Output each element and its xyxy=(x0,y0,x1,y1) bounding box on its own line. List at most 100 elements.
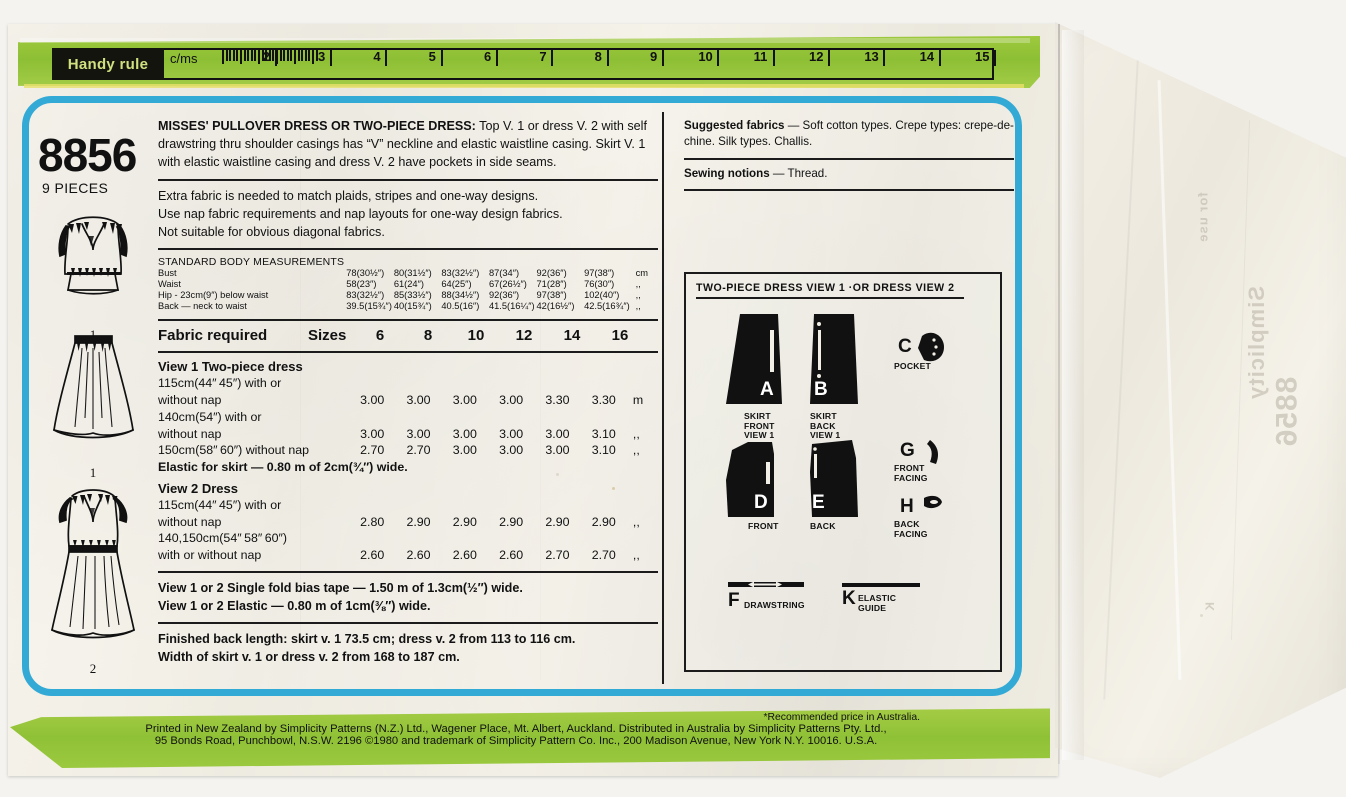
rule-number: 12 xyxy=(809,49,824,64)
illustration-caption: 1 xyxy=(89,327,97,342)
fabric-amount: 2.90 xyxy=(499,514,524,529)
piece-label-c: POCKET xyxy=(894,361,932,371)
notion-line: View 1 or 2 Single fold bias tape — 1.50… xyxy=(158,580,523,595)
piece-letter-c: C xyxy=(898,336,912,357)
rule-minor-tick xyxy=(254,50,257,61)
rule-major-tick xyxy=(994,50,996,66)
piece-shape-e xyxy=(810,440,858,517)
pattern-pieces-title: TWO-PIECE DRESS VIEW 1 ·OR DRESS VIEW 2 xyxy=(696,282,955,294)
description-headline: MISSES' PULLOVER DRESS OR TWO-PIECE DRES… xyxy=(158,119,476,133)
suggested-fabrics-label: Suggested fabrics xyxy=(684,119,785,132)
fabric-amount: 2.60 xyxy=(499,548,524,563)
piece-label-a: SKIRT FRONT VIEW 1 xyxy=(744,411,775,441)
divider xyxy=(158,248,658,251)
rule-major-tick xyxy=(330,50,332,66)
rule-minor-tick xyxy=(304,50,307,61)
fabric-amount: 3.10 xyxy=(591,443,616,458)
rule-minor-tick xyxy=(258,50,260,64)
piece-label-g: FRONT FACING xyxy=(894,463,928,483)
fabric-amount: 2.70 xyxy=(360,443,385,458)
illustration-caption: 1 xyxy=(89,465,97,480)
rule-major-tick xyxy=(717,50,720,66)
measurement-value: 97(38″) xyxy=(584,268,615,279)
fabric-amount: 3.00 xyxy=(360,426,385,441)
fabric-unit: ,, xyxy=(632,548,640,563)
fabric-amount: 3.00 xyxy=(545,443,570,458)
measurement-value: 42.5(16¾″) xyxy=(584,301,630,312)
fabric-amount: 3.00 xyxy=(499,426,524,441)
divider xyxy=(158,570,658,573)
rule-number: 3 xyxy=(318,49,326,64)
fabric-notes: Extra fabric is needed to match plaids, … xyxy=(158,187,658,242)
rule-major-tick xyxy=(385,50,388,66)
divider xyxy=(158,319,658,322)
fabric-amount: 3.00 xyxy=(406,426,431,441)
illustration-column: 8856 9 PIECES xyxy=(34,118,152,678)
fabric-width-label: 150cm(58″ 60″) without nap xyxy=(158,443,310,458)
piece-label-e: BACK xyxy=(810,521,836,531)
measurement-value: 40.5(16″) xyxy=(441,301,480,312)
fabric-width-label: with or without nap xyxy=(158,548,262,563)
rule-number: 15 xyxy=(975,49,990,64)
fabric-width-label: 140,150cm(54″ 58″ 60″) xyxy=(158,531,288,546)
piece-letter-k: K xyxy=(842,588,856,609)
rule-minor-tick xyxy=(247,50,250,61)
fabric-amount: 3.30 xyxy=(591,393,616,408)
fabric-required-header: Fabric required Sizes 6 8 10 12 14 16 xyxy=(158,327,658,344)
piece-shape-h xyxy=(924,495,942,509)
pattern-pieces-title-rule xyxy=(696,297,964,299)
rule-major-tick xyxy=(440,50,443,66)
rule-major-tick xyxy=(772,50,775,66)
illustration-top-view-1: 1 xyxy=(34,202,152,343)
piece-letter-h: H xyxy=(900,496,914,517)
fabric-amount: 2.90 xyxy=(452,514,477,529)
sewing-notions-text: — Thread. xyxy=(769,166,828,180)
flap-edge-shadow xyxy=(1062,30,1084,760)
piece-letter-f: F xyxy=(728,590,740,611)
fabric-amount: 2.60 xyxy=(360,548,385,563)
piece-label-h: BACK FACING xyxy=(894,519,928,539)
rule-major-tick xyxy=(551,50,554,66)
piece-letter-b: B xyxy=(814,379,828,400)
fabric-amount: 3.00 xyxy=(545,426,570,441)
bottom-green-band xyxy=(10,708,1050,768)
rule-major-tick xyxy=(496,50,498,66)
measurement-value: 67(26½″) xyxy=(488,279,527,290)
piece-shape-g xyxy=(927,440,938,464)
fabric-amount: 3.00 xyxy=(499,393,524,408)
rule-number: 11 xyxy=(753,49,768,64)
paper-speck xyxy=(612,487,615,490)
rule-minor-tick xyxy=(243,50,246,61)
fabric-amount: 2.90 xyxy=(591,514,616,529)
body-measurements-table: Bust 78(30½″) 80(31½″) 83(32½″) 87(34″) … xyxy=(158,268,658,312)
piece-label-f: DRAWSTRING xyxy=(744,600,805,610)
table-row: Hip - 23cm(9″) below waist 83(32½″) 85(3… xyxy=(158,290,658,301)
paper-speck xyxy=(1200,614,1203,617)
measurement-label: Waist xyxy=(158,279,181,290)
measurement-value: 61(24″) xyxy=(393,279,424,290)
rule-minor-tick xyxy=(283,50,286,61)
fabric-amount: 3.00 xyxy=(452,426,477,441)
right-column: Suggested fabrics — Soft cotton types. C… xyxy=(684,118,1014,197)
measurement-label: Hip - 23cm(9″) below waist xyxy=(158,290,269,301)
rule-minor-tick xyxy=(229,50,232,61)
piece-shape-c xyxy=(918,332,944,362)
fabric-amount: 2.90 xyxy=(545,514,570,529)
size-header: 14 xyxy=(563,327,581,345)
divider xyxy=(684,189,1014,192)
fabric-row: with or without nap 2.60 2.60 2.60 2.60 … xyxy=(158,547,658,564)
measurement-value: 41.5(16¼″) xyxy=(488,301,535,312)
rule-number: 6 xyxy=(484,49,492,64)
fabric-unit: ,, xyxy=(632,514,640,529)
body-measurements-title: STANDARD BODY MEASUREMENTS xyxy=(158,256,345,269)
measurement-value: 64(25″) xyxy=(441,279,472,290)
envelope-paper xyxy=(8,24,1058,776)
rule-number: 4 xyxy=(373,49,381,64)
rule-minor-tick xyxy=(297,50,300,61)
piece-letter-a: A xyxy=(760,379,774,400)
size-header: 10 xyxy=(467,327,485,345)
fabric-amount: 3.10 xyxy=(591,426,616,441)
size-header: 12 xyxy=(515,327,533,345)
flap-fold-line xyxy=(1058,24,1060,764)
fabric-note-line: Extra fabric is needed to match plaids, … xyxy=(158,188,539,203)
